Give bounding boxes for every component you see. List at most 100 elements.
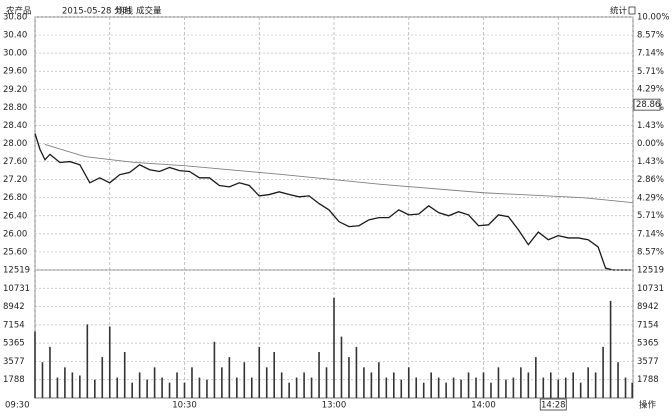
- volume-bar: [370, 372, 373, 398]
- volume-bar: [348, 357, 350, 398]
- legend-volume[interactable]: 成交量: [136, 6, 162, 17]
- volume-bar: [168, 382, 171, 398]
- volume-bar: [430, 372, 432, 398]
- window-icon[interactable]: [628, 6, 636, 15]
- y-tick-label: 26.40: [3, 211, 27, 221]
- volume-bar: [587, 367, 589, 398]
- menu-button[interactable]: 操作: [639, 400, 657, 411]
- date-mode: 2015-05-28 分时: [62, 6, 132, 17]
- y2-tick-label: 8.57%: [637, 247, 664, 257]
- y-tick-label: 3577: [3, 357, 25, 367]
- x-tick-label: 14:00: [471, 401, 496, 411]
- volume-bar: [64, 367, 66, 398]
- y2-tick-label: 0.00%: [637, 139, 664, 149]
- volume-bar: [146, 379, 148, 398]
- y2-tick-label: 12519: [637, 266, 664, 276]
- volume-bar: [557, 379, 560, 398]
- volume-bar: [460, 379, 462, 398]
- y2-tick-label: 5.71%: [637, 211, 664, 221]
- volume-bar: [542, 377, 545, 398]
- volume-bar: [56, 377, 59, 398]
- volume-bar: [535, 357, 537, 398]
- volume-bar: [624, 377, 627, 398]
- volume-bar: [422, 382, 425, 398]
- volume-bar: [161, 377, 163, 398]
- volume-bar: [505, 379, 507, 398]
- y2-tick-label: 1.43%: [637, 157, 664, 167]
- volume-bar: [221, 367, 223, 398]
- price-line: [34, 133, 631, 271]
- y2-tick-label: 3577: [637, 357, 659, 367]
- y2-tick-label: 4.29%: [637, 193, 664, 203]
- cursor-time-box: [539, 398, 567, 411]
- y-tick-label: 29.20: [3, 85, 27, 95]
- y-tick-label: 30.40: [3, 31, 27, 41]
- volume-bar: [572, 372, 574, 398]
- volume-bar: [86, 324, 89, 398]
- x-tick-label: 13:00: [322, 401, 347, 411]
- y-tick-label: 10731: [3, 284, 30, 294]
- y-tick-label: 5365: [3, 339, 25, 349]
- volume-bar: [333, 297, 335, 398]
- price-line: [44, 143, 634, 204]
- cursor-price-box: [633, 98, 661, 111]
- volume-bar: [191, 367, 193, 398]
- y2-tick-label: 7154: [637, 320, 659, 330]
- volume-bar: [258, 346, 261, 398]
- volume-bar: [579, 382, 582, 398]
- volume-bar: [236, 377, 238, 398]
- volume-bar: [131, 382, 133, 398]
- y-tick-label: 7154: [3, 320, 25, 330]
- volume-bar: [512, 377, 515, 398]
- volume-bar: [445, 382, 447, 398]
- volume-bar: [527, 372, 530, 398]
- y2-tick-label: 10731: [637, 284, 664, 294]
- volume-bar: [407, 367, 410, 398]
- volume-bar: [273, 351, 275, 398]
- volume-bar: [385, 377, 388, 398]
- volume-bar: [183, 382, 186, 398]
- y2-tick-label: 2.86%: [637, 175, 664, 185]
- volume-bar: [617, 362, 619, 398]
- volume-bar: [400, 379, 403, 398]
- volume-bar: [594, 372, 597, 398]
- volume-bar: [564, 377, 567, 398]
- volume-bar: [213, 341, 216, 398]
- volume-bar: [94, 379, 96, 398]
- volume-bar: [520, 367, 522, 398]
- volume-bar: [198, 377, 201, 398]
- volume-bar: [101, 357, 104, 398]
- volume-bar: [310, 377, 313, 398]
- y-tick-label: 26.00: [3, 229, 27, 239]
- legend-avg[interactable]: 均线: [116, 6, 134, 17]
- volume-bar: [71, 372, 74, 398]
- y-tick-label: 28.80: [3, 103, 27, 113]
- y2-tick-label: 5365: [637, 339, 659, 349]
- volume-bar: [609, 300, 612, 398]
- volume-bar: [116, 377, 119, 398]
- y2-tick-label: 5.71%: [637, 67, 664, 77]
- volume-bar: [475, 377, 477, 398]
- volume-bar: [243, 362, 246, 398]
- y2-tick-label: 7.14%: [637, 229, 664, 239]
- volume-bar: [393, 372, 395, 398]
- volume-bar: [325, 367, 328, 398]
- y-tick-label: 1788: [3, 375, 25, 385]
- cursor-price: 28.86: [636, 100, 660, 110]
- y2-tick-label: 1788: [637, 375, 659, 385]
- volume-bar: [34, 331, 36, 398]
- volume-bar: [378, 362, 380, 398]
- volume-bar: [363, 367, 365, 398]
- y2-tick-label: 10.00%: [637, 13, 669, 23]
- volume-bar: [482, 372, 485, 398]
- volume-bar: [490, 382, 492, 398]
- y2-tick-label: 8.57%: [637, 31, 664, 41]
- y-tick-label: 12519: [3, 266, 30, 276]
- volume-bar: [295, 377, 298, 398]
- volume-bar: [602, 346, 604, 398]
- volume-bar: [153, 367, 156, 398]
- volume-bar: [49, 346, 51, 398]
- stats-button[interactable]: 统计: [610, 6, 628, 17]
- y-tick-label: 30.00: [3, 49, 27, 59]
